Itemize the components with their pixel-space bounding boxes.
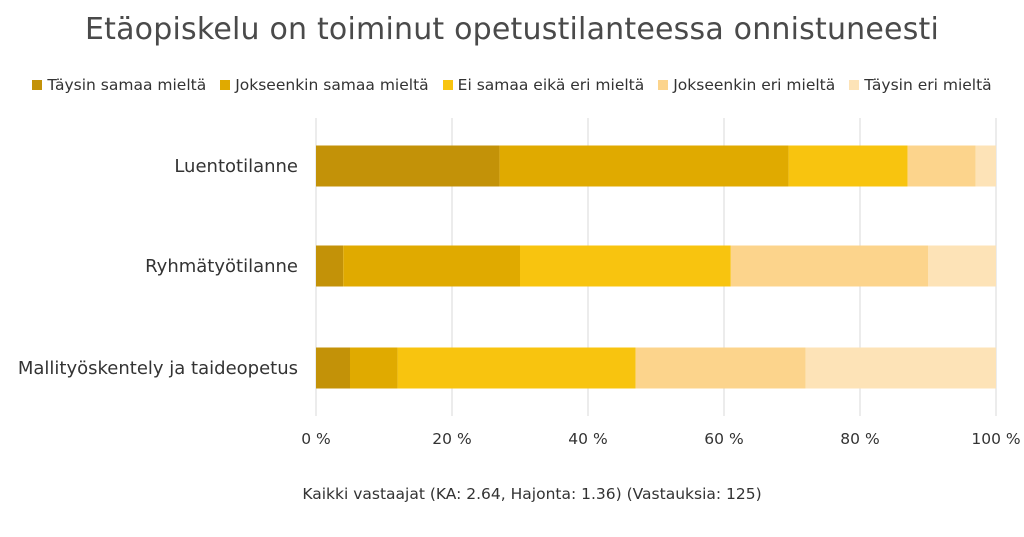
bar-segment: [975, 145, 996, 187]
chart-title: Etäopiskelu on toiminut opetustilanteess…: [84, 12, 940, 47]
legend-item-taysin-samaa: Täysin samaa mieltä: [32, 76, 206, 94]
x-tick-label: 0 %: [301, 430, 331, 448]
bar-segment: [316, 245, 344, 287]
legend-label: Jokseenkin eri mieltä: [673, 76, 836, 94]
bar-segment: [316, 347, 350, 389]
x-tick-label: 20 %: [432, 430, 471, 448]
chart-footnote: Kaikki vastaajat (KA: 2.64, Hajonta: 1.3…: [302, 485, 762, 503]
legend-item-ei-samaa-eika-eri: Ei samaa eikä eri mieltä: [442, 76, 645, 94]
category-label: Mallityöskentely ja taideopetus: [18, 358, 298, 379]
legend-label: Jokseenkin samaa mieltä: [235, 76, 429, 94]
legend-item-jokseenkin-samaa: Jokseenkin samaa mieltä: [220, 76, 429, 94]
bar-segment: [397, 347, 636, 389]
legend-label: Ei samaa eikä eri mieltä: [457, 76, 645, 94]
legend-item-taysin-eri: Täysin eri mieltä: [849, 76, 992, 94]
bar-segment: [316, 145, 500, 187]
bar-segment: [805, 347, 996, 389]
bar-segment: [730, 245, 928, 287]
legend-swatch: [32, 80, 43, 90]
x-tick-label: 60 %: [704, 430, 743, 448]
x-tick-label: 80 %: [840, 430, 879, 448]
legend-label: Täysin samaa mieltä: [47, 76, 207, 94]
category-label: Luentotilanne: [174, 156, 298, 177]
bar-segment: [928, 245, 996, 287]
legend-swatch: [658, 80, 669, 90]
bar-segment: [635, 347, 806, 389]
bar-segment: [907, 145, 976, 187]
legend-swatch: [849, 80, 860, 90]
bar-segment: [350, 347, 398, 389]
x-tick-label: 100 %: [971, 430, 1020, 448]
category-label: Ryhmätyötilanne: [145, 256, 298, 277]
x-tick-label: 40 %: [568, 430, 607, 448]
bar-segment: [499, 145, 789, 187]
chart-legend: Täysin samaa mieltä Jokseenkin samaa mie…: [0, 76, 1024, 94]
bar-segment: [343, 245, 520, 287]
bar-segment: [788, 145, 908, 187]
legend-item-jokseenkin-eri: Jokseenkin eri mieltä: [658, 76, 835, 94]
legend-swatch: [220, 80, 231, 90]
legend-swatch: [442, 80, 453, 90]
legend-label: Täysin eri mieltä: [864, 76, 992, 94]
bar-segment: [520, 245, 731, 287]
